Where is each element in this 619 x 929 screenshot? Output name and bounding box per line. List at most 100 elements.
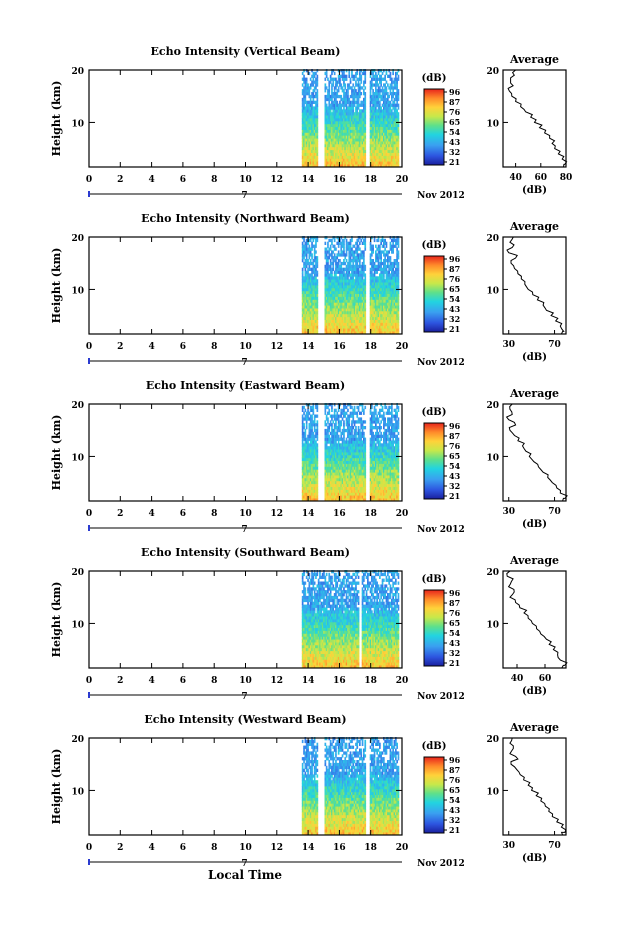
heatmap-cell <box>355 149 357 153</box>
heatmap-cell <box>357 279 360 283</box>
heatmap-cell <box>327 285 329 289</box>
heatmap-cell <box>357 302 360 306</box>
heatmap-cell <box>309 408 312 412</box>
heatmap-cell <box>335 437 337 441</box>
heatmap-cell <box>371 86 373 90</box>
heatmap-cell <box>383 112 385 116</box>
heatmap-cell <box>343 486 345 490</box>
heatmap-cell <box>396 132 398 136</box>
heatmap-cell <box>389 106 392 110</box>
heatmap-cell <box>337 164 340 168</box>
heatmap-cell <box>387 261 389 266</box>
heatmap-cell <box>336 495 339 499</box>
heatmap-cell <box>325 138 328 142</box>
heatmap-cell <box>301 161 304 165</box>
heatmap-cell <box>325 267 328 271</box>
heatmap-cell <box>341 417 344 421</box>
heatmap-cell <box>308 411 311 415</box>
heatmap-cell <box>372 112 374 116</box>
heatmap-cell <box>393 115 396 119</box>
heatmap-cell <box>393 264 396 269</box>
heatmap-cell <box>308 138 311 142</box>
heatmap-cell <box>327 250 329 254</box>
heatmap-cell <box>304 89 307 93</box>
heatmap-cell <box>315 71 317 76</box>
heatmap-cell <box>312 89 315 93</box>
heatmap-cell <box>337 120 340 125</box>
heatmap-cell <box>397 241 400 245</box>
heatmap-cell <box>341 316 344 320</box>
heatmap-cell <box>369 285 372 289</box>
heatmap-cell <box>312 120 315 125</box>
heatmap-cell <box>361 253 364 257</box>
heatmap-cell <box>308 322 311 326</box>
heatmap-cell <box>339 328 341 332</box>
heatmap-cell <box>335 290 337 294</box>
heatmap-cell <box>339 428 341 433</box>
heatmap-cell <box>343 446 345 450</box>
heatmap-cell <box>395 94 397 99</box>
heatmap-cell <box>337 299 340 303</box>
heatmap-cell <box>336 302 339 306</box>
heatmap-cell <box>355 296 357 300</box>
heatmap-cell <box>359 270 361 274</box>
heatmap-cell <box>375 118 377 122</box>
heatmap-cell <box>345 69 348 73</box>
heatmap-cell <box>352 498 355 502</box>
heatmap-cell <box>345 92 348 96</box>
heatmap-cell <box>331 120 333 125</box>
heatmap-cell <box>345 328 348 332</box>
heatmap-cell <box>309 236 312 240</box>
date-label: Nov 2012 <box>417 191 465 201</box>
heatmap-cell <box>395 120 397 125</box>
heatmap-cell <box>348 86 351 90</box>
heatmap-cell <box>304 276 307 280</box>
heatmap-cell <box>329 457 332 461</box>
heatmap-cell <box>381 161 384 165</box>
heatmap-cell <box>380 259 382 263</box>
heatmap-cell <box>385 244 388 248</box>
heatmap-cell <box>372 282 374 286</box>
heatmap-cell <box>325 273 328 277</box>
heatmap-cell <box>349 331 352 335</box>
heatmap-cell <box>347 285 349 289</box>
heatmap-cell <box>301 287 304 292</box>
heatmap-cell <box>345 270 348 274</box>
heatmap-cell <box>301 305 304 309</box>
heatmap-cell <box>336 308 339 312</box>
heatmap-cell <box>353 158 356 162</box>
heatmap-cell <box>356 69 359 73</box>
heatmap-cell <box>341 285 344 289</box>
heatmap-cell <box>303 97 305 102</box>
heatmap-cell <box>329 80 332 84</box>
heatmap-cell <box>372 261 374 266</box>
heatmap-cell <box>305 282 308 286</box>
heatmap-cell <box>375 138 377 142</box>
heatmap-cell <box>393 310 396 315</box>
heatmap-cell <box>303 287 305 292</box>
heatmap-cell <box>301 428 304 433</box>
heatmap-cell <box>361 296 364 300</box>
heatmap-cell <box>396 83 398 87</box>
heatmap-cell <box>375 290 377 294</box>
heatmap-cell <box>369 135 372 139</box>
heatmap-cell <box>327 322 329 326</box>
heatmap-cell <box>324 132 327 136</box>
heatmap-cell <box>356 253 359 257</box>
heatmap-cell <box>325 253 328 257</box>
heatmap-cell <box>331 454 333 459</box>
heatmap-cell <box>345 264 348 269</box>
heatmap-cell <box>331 431 333 436</box>
heatmap-cell <box>332 293 335 297</box>
heatmap-cell <box>303 100 305 104</box>
heatmap-cell <box>305 135 308 139</box>
heatmap-cell <box>305 446 308 450</box>
average-y-tick-label: 20 <box>486 234 499 244</box>
heatmap-cell <box>384 120 386 125</box>
heatmap-cell <box>348 250 351 254</box>
heatmap-cell <box>345 155 348 159</box>
heatmap-cell <box>345 77 348 81</box>
heatmap-cell <box>349 126 352 130</box>
heatmap-cell <box>327 129 329 133</box>
heatmap-cell <box>341 486 344 490</box>
